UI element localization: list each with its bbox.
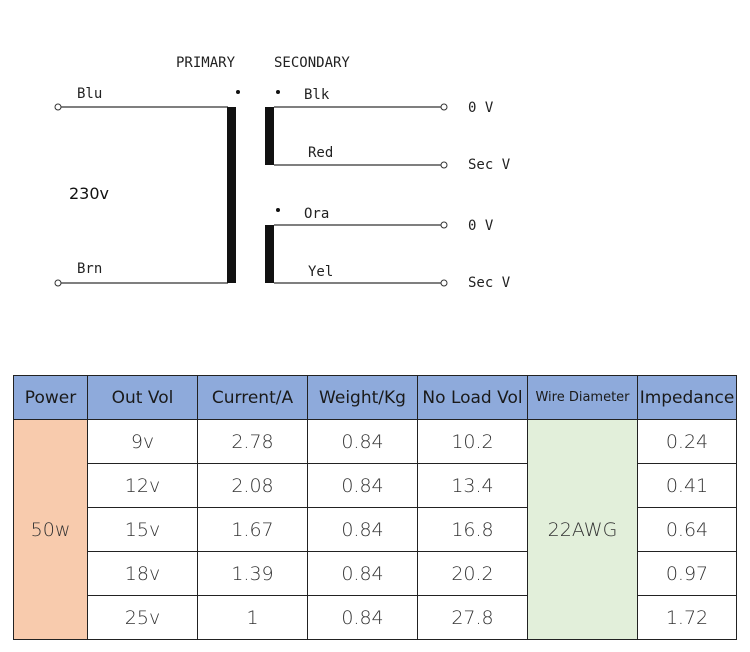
secondary-2-terminal-bottom xyxy=(440,279,448,287)
current-cell: 1.67 xyxy=(197,507,308,552)
header-impedance: Impedance xyxy=(637,375,737,420)
primary-label: PRIMARY xyxy=(176,55,236,71)
current-cell: 2.08 xyxy=(197,463,308,508)
header-power: Power xyxy=(13,375,88,420)
out-vol-cell: 25v xyxy=(87,595,198,640)
header-out-vol: Out Vol xyxy=(87,375,198,420)
secondary-1-polarity-dot xyxy=(276,90,280,94)
table-row: 12v 2.08 0.84 13.4 0.41 xyxy=(14,463,737,508)
secondary-label: SECONDARY xyxy=(274,55,350,71)
no-load-vol-cell: 16.8 xyxy=(417,507,528,552)
table-header-row: Power Out Vol Current/A Weight/Kg No Loa… xyxy=(13,375,737,420)
primary-core xyxy=(227,107,236,283)
header-wire-diameter: Wire Diameter xyxy=(527,375,638,420)
secondary-core-2 xyxy=(265,225,274,283)
weight-cell: 0.84 xyxy=(307,595,418,640)
table-row: 18v 1.39 0.84 20.2 0.97 xyxy=(14,551,737,596)
current-cell: 2.78 xyxy=(197,419,308,464)
weight-cell: 0.84 xyxy=(307,463,418,508)
secondary-1-terminal-bottom xyxy=(440,161,448,169)
primary-wire-bottom-label: Brn xyxy=(77,261,102,277)
header-weight: Weight/Kg xyxy=(307,375,418,420)
table-row: 25v 1 0.84 27.8 1.72 xyxy=(14,595,737,640)
weight-cell: 0.84 xyxy=(307,551,418,596)
header-current: Current/A xyxy=(197,375,308,420)
secondary-2-top-wire-label: Ora xyxy=(304,206,329,222)
table-row: 15v 1.67 0.84 16.8 0.64 xyxy=(14,507,737,552)
secondary-2-bottom-output: Sec V xyxy=(468,275,511,291)
out-vol-cell: 15v xyxy=(87,507,198,552)
impedance-cell: 0.97 xyxy=(637,551,737,596)
spec-table: Power Out Vol Current/A Weight/Kg No Loa… xyxy=(13,375,737,640)
impedance-cell: 0.41 xyxy=(637,463,737,508)
secondary-1-top-output: 0 V xyxy=(468,100,494,116)
power-cell: 50w xyxy=(13,419,88,640)
secondary-1-top-wire-label: Blk xyxy=(304,87,330,103)
secondary-1-bottom-output: Sec V xyxy=(468,157,511,173)
header-no-load-vol: No Load Vol xyxy=(417,375,528,420)
primary-terminal-top xyxy=(54,103,62,111)
no-load-vol-cell: 13.4 xyxy=(417,463,528,508)
impedance-cell: 1.72 xyxy=(637,595,737,640)
out-vol-cell: 18v xyxy=(87,551,198,596)
table-row: 50w 9v 2.78 0.84 10.2 22AWG 0.24 xyxy=(13,419,737,640)
secondary-2-top-output: 0 V xyxy=(468,218,494,234)
wire-diameter-cell: 22AWG xyxy=(527,419,638,640)
primary-polarity-dot xyxy=(236,90,240,94)
current-cell: 1 xyxy=(197,595,308,640)
weight-cell: 0.84 xyxy=(307,507,418,552)
weight-cell: 0.84 xyxy=(307,419,418,464)
secondary-2-terminal-top xyxy=(440,221,448,229)
transformer-diagram: PRIMARY SECONDARY Blu Brn 230v Blk Red 0… xyxy=(54,55,511,291)
current-cell: 1.39 xyxy=(197,551,308,596)
no-load-vol-cell: 20.2 xyxy=(417,551,528,596)
no-load-vol-cell: 10.2 xyxy=(417,419,528,464)
secondary-1-terminal-top xyxy=(440,103,448,111)
primary-wire-top-label: Blu xyxy=(77,86,102,102)
secondary-2-bottom-wire-label: Yel xyxy=(308,264,333,280)
impedance-cell: 0.24 xyxy=(637,419,737,464)
secondary-core-1 xyxy=(265,107,274,165)
impedance-cell: 0.64 xyxy=(637,507,737,552)
out-vol-cell: 9v xyxy=(87,419,198,464)
secondary-2-polarity-dot xyxy=(276,208,280,212)
primary-voltage-label: 230v xyxy=(69,184,109,203)
secondary-1-bottom-wire-label: Red xyxy=(308,145,333,161)
no-load-vol-cell: 27.8 xyxy=(417,595,528,640)
primary-terminal-bottom xyxy=(54,279,62,287)
out-vol-cell: 12v xyxy=(87,463,198,508)
